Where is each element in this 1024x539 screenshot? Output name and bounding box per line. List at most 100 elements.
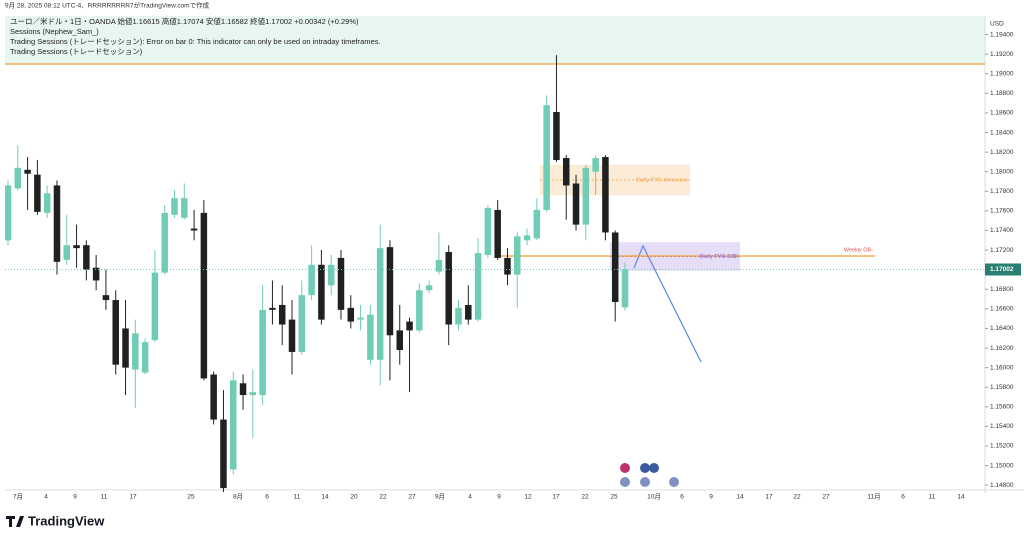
zone-label: Daily FVG Inversion <box>636 178 689 184</box>
candle-body <box>122 328 129 368</box>
y-tick-label: 1.18000 <box>990 168 1014 175</box>
x-tick-label: 7月 <box>13 493 23 501</box>
candle-body <box>406 321 413 331</box>
candle-body <box>504 257 511 275</box>
x-tick-label: 11 <box>101 494 108 501</box>
y-tick-label: 1.16200 <box>990 345 1014 352</box>
y-tick-label: 1.17400 <box>990 227 1014 234</box>
candle-body <box>425 285 433 291</box>
candle-body <box>367 314 374 360</box>
last-price-box <box>985 263 1021 276</box>
x-tick-label: 4 <box>468 494 472 501</box>
logo-text: TradingView <box>28 513 105 528</box>
candle-body <box>210 374 217 420</box>
y-tick-label: 1.19000 <box>990 71 1014 78</box>
candle-body <box>494 209 501 258</box>
x-tick-label: 9月 <box>435 493 445 501</box>
zone-label: Daily FVG SIBI <box>700 254 739 260</box>
x-tick-label: 9 <box>73 494 77 501</box>
legend-line: Sessions (Nephew_Sam_) <box>10 27 99 36</box>
candle-body <box>239 383 247 396</box>
x-tick-label: 6 <box>901 494 905 501</box>
candle-body <box>347 307 355 322</box>
y-tick-label: 1.17200 <box>990 247 1014 254</box>
candle-body <box>465 304 472 320</box>
credit: 9月 28, 2025 08:12 UTC-4、RRRRRRRRR7がTradi… <box>5 1 210 10</box>
legend-line: Trading Sessions (トレードセッション) <box>10 47 143 56</box>
y-tick-label: 1.14800 <box>990 482 1014 489</box>
candle-body <box>621 269 629 308</box>
x-tick-label: 4 <box>44 494 48 501</box>
candle-body <box>445 252 452 325</box>
candle-body <box>318 264 325 320</box>
candle-body <box>102 295 110 301</box>
candle-body <box>200 212 208 379</box>
projection <box>633 244 702 363</box>
x-tick-label: 11 <box>294 494 301 501</box>
candle-body <box>543 105 550 210</box>
candle-body <box>533 209 541 239</box>
candle-body <box>141 342 149 373</box>
candle-body <box>572 183 580 225</box>
x-tick-label: 22 <box>581 494 589 501</box>
candle-body <box>582 167 590 225</box>
y-tick-label: 1.18800 <box>990 90 1014 97</box>
candle-body <box>278 304 286 325</box>
candle-body <box>474 253 482 320</box>
x-tick-label: 6 <box>265 494 269 501</box>
candle-body <box>386 247 394 336</box>
candle-body <box>161 212 168 273</box>
x-tick-label: 17 <box>765 494 773 501</box>
y-tick-label: 1.17800 <box>990 188 1014 195</box>
y-tick-label: 1.16000 <box>990 364 1014 371</box>
y-tick-label: 1.15000 <box>990 462 1014 469</box>
x-tick-label: 12 <box>524 494 532 501</box>
candle-body <box>190 228 198 231</box>
candle-body <box>53 185 61 262</box>
candle-body <box>357 317 364 320</box>
candle-body <box>376 248 384 360</box>
legend-line: ユーロ／米ドル・1日・OANDA 始値1.16615 高値1.17074 安値1… <box>10 16 359 26</box>
candle-body <box>73 245 80 249</box>
candle-body <box>337 257 345 310</box>
candle-body <box>484 207 492 255</box>
candle-body <box>171 198 178 215</box>
x-tick-label: 22 <box>793 494 801 501</box>
candle-body <box>455 307 462 325</box>
x-tick-label: 25 <box>610 494 618 501</box>
x-tick-label: 20 <box>350 494 358 501</box>
legend-line: Trading Sessions (トレードセッション): Error on b… <box>10 37 381 46</box>
y-tick-label: 1.18600 <box>990 110 1014 117</box>
y-tick-label: 1.15800 <box>990 384 1014 391</box>
x-tick-label: 9 <box>709 494 713 501</box>
candle-body <box>611 232 619 303</box>
y-tick-label: 1.19400 <box>990 31 1014 38</box>
candle-body <box>132 333 139 370</box>
y-tick-label: 1.18200 <box>990 149 1014 156</box>
x-tick-label: 8月 <box>233 493 243 501</box>
candle-body <box>416 290 423 331</box>
candle-body <box>230 380 237 470</box>
candle-body <box>249 392 257 396</box>
candle-body <box>43 193 51 213</box>
candle-body <box>327 264 335 286</box>
x-tick-label: 9 <box>497 494 501 501</box>
candle-body <box>63 245 71 260</box>
candle-body <box>83 245 90 270</box>
x-tick-label: 27 <box>822 494 830 501</box>
candle-body <box>592 158 599 172</box>
x-tick-label: 27 <box>408 494 416 501</box>
y-tick-label: 1.16400 <box>990 325 1014 332</box>
y-tick-label: 1.16600 <box>990 306 1014 313</box>
candle-body <box>308 264 315 296</box>
candle-body <box>151 272 159 341</box>
candle-body <box>112 300 119 365</box>
x-tick-label: 25 <box>187 494 195 501</box>
candle-body <box>288 319 296 352</box>
plot-area <box>5 55 985 493</box>
candle-body <box>514 236 521 275</box>
last-price-label: 1.17002 <box>990 266 1014 273</box>
candle-body <box>24 169 31 174</box>
x-tick-label: 22 <box>379 494 387 501</box>
